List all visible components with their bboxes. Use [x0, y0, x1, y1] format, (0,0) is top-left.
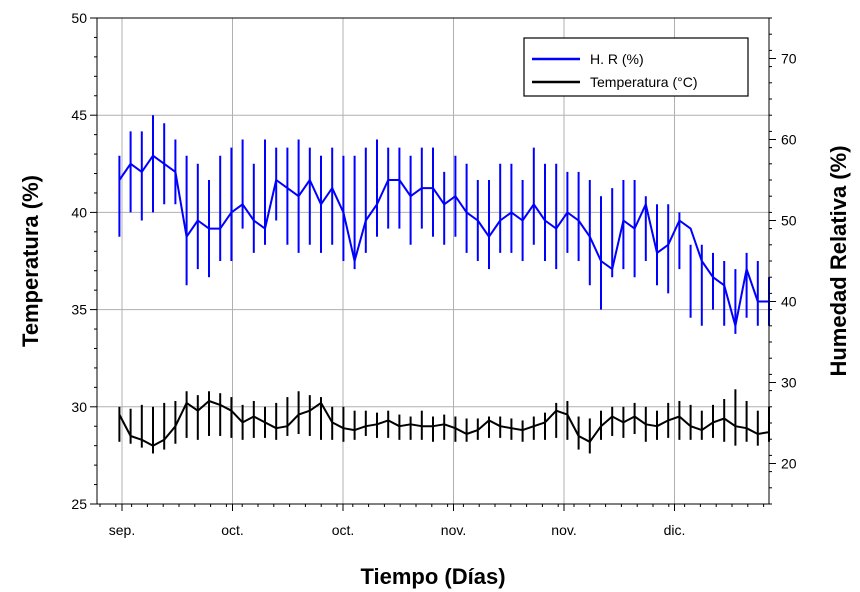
series-temperatura — [118, 389, 770, 454]
x-tick-label: dic. — [664, 522, 686, 538]
legend-box — [523, 37, 749, 97]
y-right-tick-label: 30 — [781, 375, 797, 391]
y-right-tick-label: 20 — [781, 456, 797, 472]
y-left-tick-label: 30 — [71, 399, 87, 415]
x-axis-title: Tiempo (Días) — [360, 564, 505, 589]
x-tick-label: oct. — [221, 522, 244, 538]
y-right-tick-label: 40 — [781, 294, 797, 310]
y-right-tick-label: 70 — [781, 51, 797, 67]
y-left-tick-label: 25 — [71, 496, 87, 512]
x-tick-label: nov. — [441, 522, 466, 538]
x-tick-label: nov. — [551, 522, 576, 538]
left-axis: 25 30 35 40 45 50 — [71, 10, 97, 512]
legend-label-temp: Temperatura (°C) — [590, 74, 698, 90]
series-humedad — [118, 115, 770, 334]
y-right-tick-label: 60 — [781, 132, 797, 148]
series-layer — [118, 115, 770, 454]
series-line — [118, 400, 770, 447]
y-left-tick-label: 35 — [71, 302, 87, 318]
legend-label-hr: H. R (%) — [590, 51, 644, 67]
legend: H. R (%) Temperatura (°C) — [523, 37, 749, 97]
y-right-tick-label: 50 — [781, 213, 797, 229]
x-tick-label: oct. — [332, 522, 355, 538]
y-left-axis-title: Temperatura (%) — [18, 175, 43, 347]
x-tick-label: sep. — [109, 522, 135, 538]
x-axis: sep. oct. oct. nov. nov. dic. — [99, 504, 765, 538]
y-left-tick-label: 45 — [71, 107, 87, 123]
series-line — [118, 154, 769, 327]
y-left-tick-label: 40 — [71, 204, 87, 220]
y-left-tick-label: 50 — [71, 10, 87, 26]
right-axis: 20 30 40 50 60 70 — [769, 17, 797, 505]
y-right-axis-title: Humedad Relativa (%) — [826, 145, 851, 376]
